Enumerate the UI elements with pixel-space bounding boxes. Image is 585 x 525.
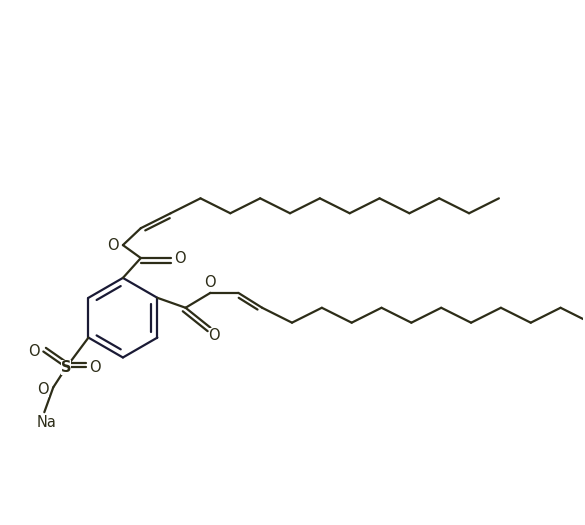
Text: O: O [107, 238, 119, 253]
Text: O: O [174, 250, 185, 266]
Text: Na: Na [36, 415, 56, 429]
Text: S: S [61, 360, 71, 375]
Text: O: O [90, 360, 101, 375]
Text: O: O [209, 328, 220, 343]
Text: O: O [37, 382, 49, 397]
Text: O: O [29, 344, 40, 359]
Text: O: O [205, 276, 216, 290]
